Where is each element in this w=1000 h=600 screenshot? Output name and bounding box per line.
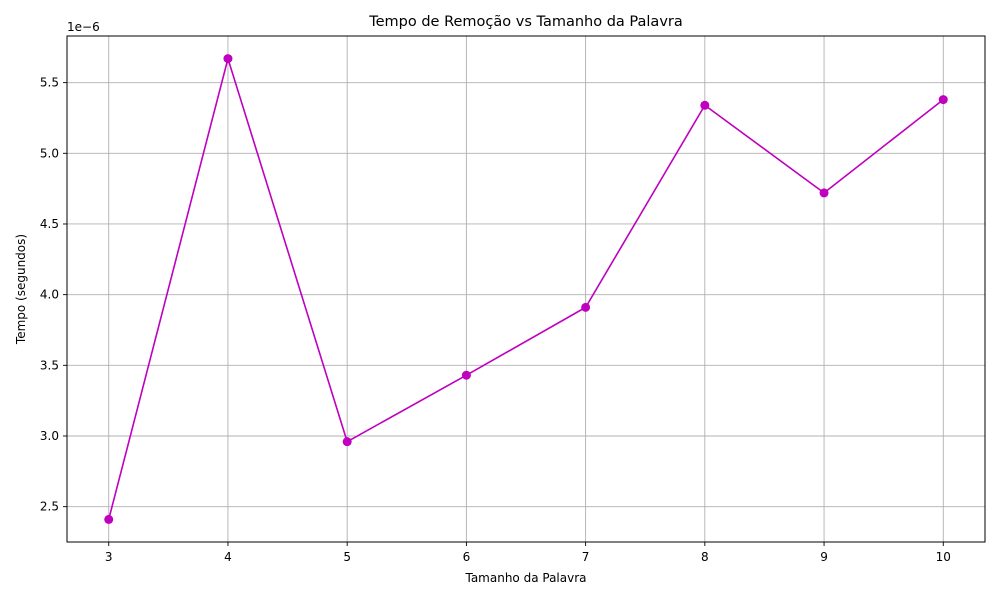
y-tick-label: 3.0 [40, 429, 59, 443]
x-tick-label: 6 [463, 550, 471, 564]
y-tick-label: 2.5 [40, 500, 59, 514]
x-tick-label: 3 [105, 550, 113, 564]
x-tick-label: 8 [701, 550, 709, 564]
x-tick-label: 9 [820, 550, 828, 564]
data-point [700, 100, 710, 110]
series-line [107, 55, 944, 520]
y-offset-label: 1e−6 [67, 20, 100, 34]
series-group [104, 54, 948, 524]
data-point [342, 437, 352, 447]
data-point [461, 370, 471, 380]
data-point [938, 95, 948, 105]
y-tick-label: 5.5 [40, 76, 59, 90]
x-tick-label: 10 [936, 550, 951, 564]
x-axis-title: Tamanho da Palavra [464, 571, 586, 585]
chart-title: Tempo de Remoção vs Tamanho da Palavra [368, 14, 683, 30]
data-point [104, 514, 114, 524]
data-point [581, 302, 591, 312]
plot-frame [66, 35, 986, 543]
x-tick-label: 5 [343, 550, 351, 564]
y-tick-label: 4.0 [40, 288, 59, 302]
grid [67, 36, 985, 542]
x-tick-label: 4 [224, 550, 232, 564]
y-tick-label: 3.5 [40, 358, 59, 372]
y-axis: 2.5 3.0 3.5 4.0 4.5 5.0 5.5 [40, 76, 67, 514]
data-point [223, 54, 233, 64]
data-point [819, 188, 829, 198]
y-tick-label: 4.5 [40, 217, 59, 231]
x-tick-label: 7 [582, 550, 590, 564]
x-axis: 3 4 5 6 7 8 9 10 [105, 542, 951, 564]
y-tick-label: 5.0 [40, 146, 59, 160]
y-axis-title: Tempo (segundos) [14, 234, 28, 345]
